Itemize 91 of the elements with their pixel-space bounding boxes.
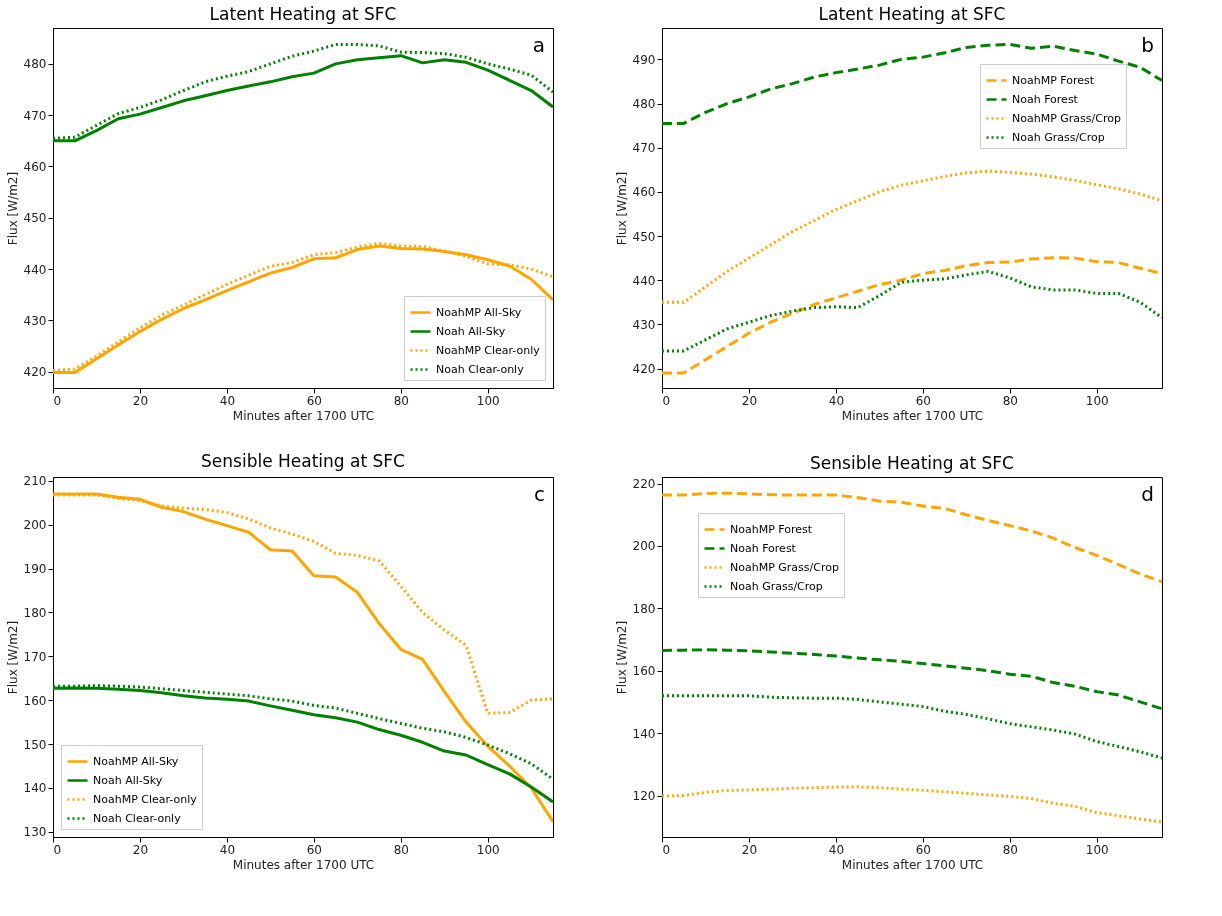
legend-label: Noah Grass/Crop xyxy=(730,579,823,593)
y-tick-label: 170 xyxy=(23,649,47,664)
y-axis-title: Flux [W/m2] xyxy=(614,620,629,695)
y-tick-label: 450 xyxy=(23,211,47,226)
x-tick-label: 20 xyxy=(132,393,149,408)
x-axis-title: Minutes after 1700 UTC xyxy=(841,857,984,872)
x-tick-label: 40 xyxy=(219,393,236,408)
legend-label: NoahMP All-Sky xyxy=(93,754,179,768)
y-tick-label: 150 xyxy=(23,737,47,752)
x-tick-label: 60 xyxy=(915,842,932,857)
annotation: a xyxy=(532,33,545,57)
y-tick-label: 480 xyxy=(23,57,47,72)
x-tick-label: 80 xyxy=(393,842,409,857)
x-axis-title: Minutes after 1700 UTC xyxy=(232,408,375,423)
y-tick-label: 140 xyxy=(632,726,656,741)
y-tick-label: 210 xyxy=(23,474,47,489)
annotation: c xyxy=(534,482,545,506)
chart-title: Latent Heating at SFC xyxy=(818,4,1006,24)
x-tick-label: 40 xyxy=(828,842,845,857)
y-tick-label: 160 xyxy=(632,664,656,679)
x-tick-label: 100 xyxy=(476,842,500,857)
line-series xyxy=(662,648,1162,711)
line-series xyxy=(662,785,1162,824)
line-series xyxy=(662,169,1162,304)
legend-label: NoahMP Clear-only xyxy=(93,792,198,806)
legend-label: NoahMP Grass/Crop xyxy=(1012,111,1121,125)
legend-label: Noah All-Sky xyxy=(436,324,506,338)
y-tick-label: 470 xyxy=(632,141,656,156)
x-tick-label: 60 xyxy=(915,393,932,408)
y-tick-label: 140 xyxy=(23,781,47,796)
y-tick-label: 460 xyxy=(23,159,47,174)
legend-label: NoahMP Forest xyxy=(730,522,813,536)
y-tick-label: 200 xyxy=(632,539,656,554)
legend-label: Noah Grass/Crop xyxy=(1012,130,1105,144)
legend-label: Noah Forest xyxy=(730,541,797,555)
legend-label: NoahMP Forest xyxy=(1012,73,1095,87)
chart-title: Sensible Heating at SFC xyxy=(201,450,405,471)
y-tick-label: 220 xyxy=(632,477,656,492)
x-tick-label: 20 xyxy=(741,842,758,857)
y-tick-label: 420 xyxy=(632,362,656,377)
y-tick-label: 160 xyxy=(23,693,47,708)
line-series xyxy=(662,269,1162,353)
y-tick-label: 180 xyxy=(23,605,47,620)
x-tick-label: 100 xyxy=(1085,842,1109,857)
line-series xyxy=(662,694,1162,760)
annotation: d xyxy=(1141,482,1154,506)
y-tick-label: 440 xyxy=(632,273,656,288)
legend-label: Noah Clear-only xyxy=(93,811,182,825)
x-tick-label: 20 xyxy=(741,393,758,408)
y-tick-label: 190 xyxy=(23,562,47,577)
x-tick-label: 100 xyxy=(1085,393,1109,408)
y-axis-title: Flux [W/m2] xyxy=(614,171,629,246)
y-tick-label: 470 xyxy=(23,108,47,123)
y-tick-label: 450 xyxy=(632,229,656,244)
y-tick-label: 200 xyxy=(23,518,47,533)
chart-title: Sensible Heating at SFC xyxy=(810,453,1014,473)
legend-label: Noah Forest xyxy=(1012,92,1079,106)
y-axis-title: Flux [W/m2] xyxy=(5,620,20,695)
y-tick-label: 430 xyxy=(23,313,47,328)
x-tick-label: 60 xyxy=(306,842,323,857)
x-axis-title: Minutes after 1700 UTC xyxy=(841,408,984,423)
legend-label: Noah Clear-only xyxy=(436,362,525,376)
y-tick-label: 460 xyxy=(632,185,656,200)
y-tick-label: 430 xyxy=(632,317,656,332)
x-tick-label: 0 xyxy=(662,393,671,408)
x-tick-label: 0 xyxy=(662,842,671,857)
x-tick-label: 100 xyxy=(476,393,500,408)
x-axis-title: Minutes after 1700 UTC xyxy=(232,857,375,872)
x-tick-label: 80 xyxy=(1002,393,1018,408)
legend-label: NoahMP All-Sky xyxy=(436,305,522,319)
legend-label: Noah All-Sky xyxy=(93,773,163,787)
x-tick-label: 80 xyxy=(1002,842,1018,857)
chart-title: Latent Heating at SFC xyxy=(209,4,397,24)
y-axis-title: Flux [W/m2] xyxy=(5,171,20,246)
y-tick-label: 120 xyxy=(632,789,656,804)
x-tick-label: 40 xyxy=(219,842,236,857)
x-tick-label: 0 xyxy=(53,842,62,857)
y-tick-label: 440 xyxy=(23,262,47,277)
x-tick-label: 0 xyxy=(53,393,62,408)
x-tick-label: 40 xyxy=(828,393,845,408)
legend-label: NoahMP Clear-only xyxy=(436,343,541,357)
y-tick-label: 180 xyxy=(632,601,656,616)
y-tick-label: 490 xyxy=(632,52,656,67)
x-tick-label: 60 xyxy=(306,393,323,408)
annotation: b xyxy=(1141,33,1154,57)
y-tick-label: 480 xyxy=(632,97,656,112)
legend-label: NoahMP Grass/Crop xyxy=(730,560,839,574)
y-tick-label: 130 xyxy=(23,825,47,840)
y-tick-label: 420 xyxy=(23,365,47,380)
x-tick-label: 20 xyxy=(132,842,149,857)
x-tick-label: 80 xyxy=(393,393,409,408)
